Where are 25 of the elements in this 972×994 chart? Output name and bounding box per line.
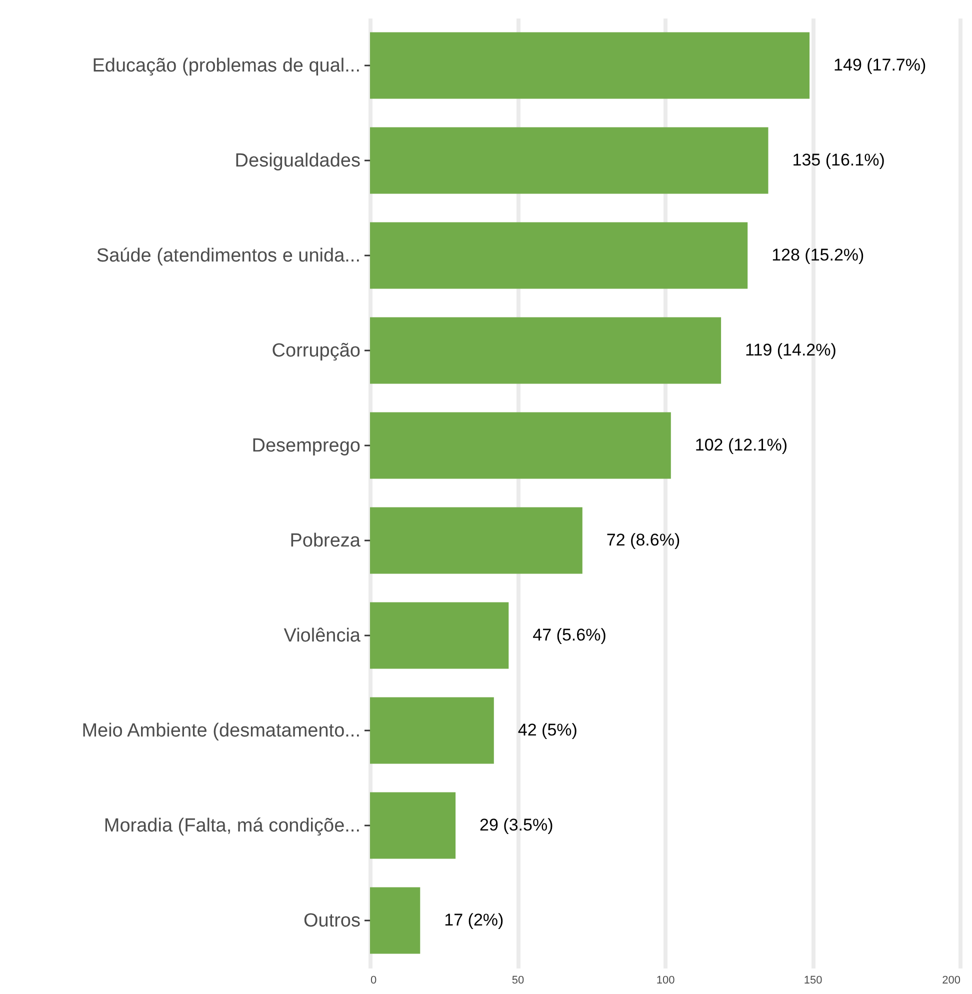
y-tick-label: Violência: [284, 626, 361, 646]
data-label: 128 (15.2%): [772, 246, 864, 264]
x-tick-label: 0: [370, 974, 377, 986]
y-tick-label: Desigualdades: [234, 150, 360, 172]
y-tick-label: Meio Ambiente (desmatamento...: [82, 720, 360, 742]
y-tick-label: Educação (problemas de qual...: [92, 56, 360, 76]
data-label: 119 (14.2%): [745, 340, 836, 360]
y-tick-label: Saúde (atendimentos e unida...: [96, 246, 360, 266]
data-label: 17 (2%): [444, 910, 504, 930]
x-tick-label: 100: [656, 974, 675, 986]
data-label: 42 (5%): [518, 720, 578, 740]
data-label: 149 (17.7%): [834, 56, 926, 74]
y-tick-label: Pobreza: [290, 530, 361, 552]
data-label: 29 (3.5%): [480, 816, 554, 834]
data-label: 102 (12.1%): [694, 436, 788, 454]
x-tick-label: 50: [512, 974, 524, 986]
data-label: 47 (5.6%): [532, 626, 606, 644]
x-tick-label: 150: [804, 974, 822, 986]
data-label: 72 (8.6%): [606, 530, 680, 550]
y-tick-label: Corrupção: [272, 340, 360, 362]
data-label: 135 (16.1%): [792, 150, 885, 170]
y-tick-label: Outros: [303, 910, 360, 932]
x-tick-label: 200: [942, 974, 960, 986]
y-tick-label: Desemprego: [252, 436, 360, 456]
y-tick-label: Moradia (Falta, má condiçõe...: [104, 816, 360, 836]
